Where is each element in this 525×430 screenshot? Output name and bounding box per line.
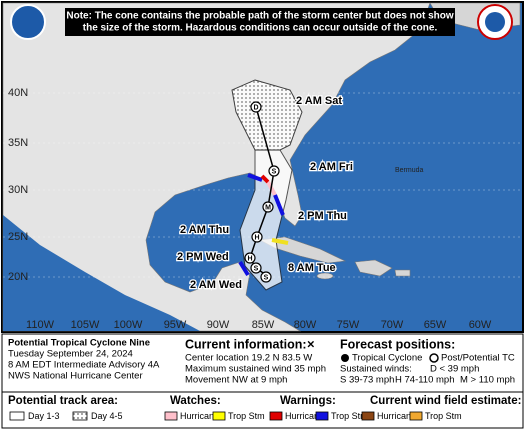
legend-swatch xyxy=(409,411,423,421)
current-line: Movement NW at 9 mph xyxy=(185,375,287,386)
marker-letter: H xyxy=(247,255,252,262)
legend-title: Watches: xyxy=(170,395,221,407)
track-label: 2 AM Fri xyxy=(310,161,353,173)
wind-class: M > 110 mph xyxy=(460,375,515,386)
nws-logo xyxy=(485,12,505,32)
advisory-line: NWS National Hurricane Center xyxy=(8,371,143,382)
legend-item: Hurricane xyxy=(377,411,416,421)
track-label: 2 AM Thu xyxy=(180,224,229,236)
note-box xyxy=(65,8,455,36)
wind-class: H 74-110 mph xyxy=(395,375,455,386)
legend-item: Trop Stm xyxy=(331,411,368,421)
forecast-type: Post/Potential TC xyxy=(441,353,515,364)
current-heading: Current information: xyxy=(185,337,307,351)
marker-letter: D xyxy=(253,104,258,111)
warnings xyxy=(238,173,289,277)
wind-class: S 39-73 mph xyxy=(340,375,394,386)
legend-swatch xyxy=(164,411,178,421)
note: the size of the storm. Hazardous conditi… xyxy=(83,23,438,34)
lon-label: 100W xyxy=(114,319,143,331)
legend-title: Potential track area: xyxy=(8,395,118,407)
current-line: Maximum sustained wind 35 mph xyxy=(185,364,326,375)
legend-swatch xyxy=(72,411,88,421)
lat-label: 40N xyxy=(8,87,28,99)
track-marker xyxy=(250,101,262,113)
track-marker xyxy=(250,262,262,274)
legend-item: Hurricane xyxy=(180,411,219,421)
lat-label: 25N xyxy=(8,231,28,243)
track-marker xyxy=(244,252,256,264)
lon-label: 110W xyxy=(26,319,55,331)
forecast-heading: Forecast positions: xyxy=(340,337,455,351)
track-label: 2 PM Wed xyxy=(177,251,229,263)
legend-title: Current wind field estimate: xyxy=(370,395,521,407)
track-label: 2 AM Sat xyxy=(296,95,342,107)
winds-label: Sustained winds: xyxy=(340,364,412,375)
legend-swatch xyxy=(361,411,375,421)
marker-letter: M xyxy=(265,204,271,211)
lon-label: 65W xyxy=(424,319,447,331)
track-marker xyxy=(260,271,272,283)
lon-label: 90W xyxy=(207,319,230,331)
track-label: 8 AM Tue xyxy=(288,262,336,274)
track-label: 2 PM Thu xyxy=(298,210,347,222)
lon-label: 105W xyxy=(71,319,100,331)
legend-item: Trop Stm xyxy=(228,411,265,421)
track-marker xyxy=(262,201,274,213)
lon-label: 75W xyxy=(337,319,360,331)
legend-swatch xyxy=(315,411,329,421)
lon-label: 70W xyxy=(381,319,404,331)
track-marker xyxy=(268,165,280,177)
current-symbol: × xyxy=(307,336,315,351)
forecast-type: Tropical Cyclone xyxy=(352,353,422,364)
advisory-line: Potential Tropical Cyclone Nine xyxy=(8,338,150,349)
note: Note: The cone contains the probable pat… xyxy=(66,11,453,22)
legend-item: Day 1-3 xyxy=(28,411,60,421)
track-marker xyxy=(251,231,263,243)
wind-class: D < 39 mph xyxy=(430,364,479,375)
advisory-line: 8 AM EDT Intermediate Advisory 4A xyxy=(8,360,160,371)
current-line: Center location 19.2 N 83.5 W xyxy=(185,353,312,364)
marker-letter: H xyxy=(254,234,259,241)
lat-label: 30N xyxy=(8,184,28,196)
lon-label: 85W xyxy=(252,319,275,331)
marker-letter: S xyxy=(264,274,269,281)
tc-symbol xyxy=(341,354,349,362)
legend-item: Day 4-5 xyxy=(91,411,123,421)
lon-label: 60W xyxy=(469,319,492,331)
advisory-line: Tuesday September 24, 2024 xyxy=(8,349,133,360)
lon-label: 95W xyxy=(164,319,187,331)
legend-panel xyxy=(1,391,524,429)
legend-item: Trop Stm xyxy=(425,411,462,421)
ptc-symbol xyxy=(429,353,439,363)
noaa-logo xyxy=(10,4,46,40)
marker-letter: S xyxy=(254,265,259,272)
place-label: Bermuda xyxy=(395,167,424,174)
legend-item: Hurricane xyxy=(285,411,324,421)
lat-label: 20N xyxy=(8,271,28,283)
legend-swatch xyxy=(269,411,283,421)
lat-label: 35N xyxy=(8,137,28,149)
legend-title: Warnings: xyxy=(280,395,336,407)
legend-swatch xyxy=(9,411,25,421)
grid xyxy=(3,92,520,278)
lon-label: 80W xyxy=(294,319,317,331)
marker-letter: S xyxy=(272,168,277,175)
legend-swatch xyxy=(212,411,226,421)
track-label: 2 AM Wed xyxy=(190,279,242,291)
